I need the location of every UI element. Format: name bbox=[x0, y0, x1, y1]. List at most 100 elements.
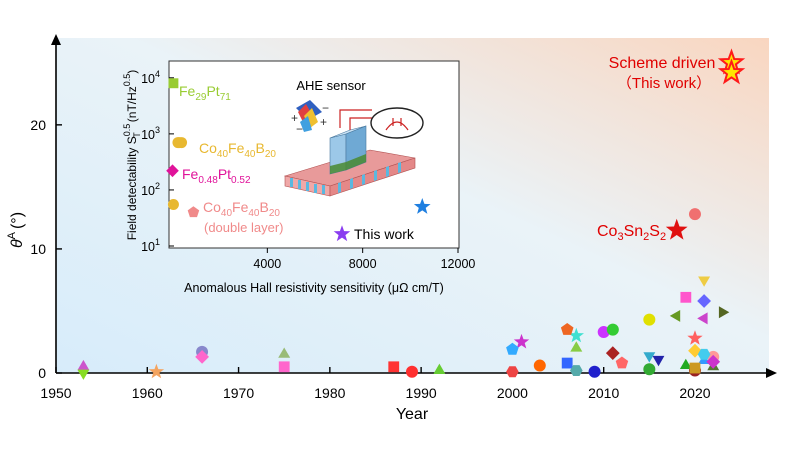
main-markers bbox=[77, 48, 746, 380]
sensor-field-arrows bbox=[385, 118, 409, 131]
main-y-tick-label: 0 bbox=[38, 365, 46, 381]
inset-data-point bbox=[413, 198, 431, 214]
sensor-field-ellipse bbox=[370, 107, 424, 139]
main-data-point bbox=[513, 333, 530, 349]
main-data-point bbox=[697, 312, 708, 325]
main-data-point bbox=[697, 348, 711, 360]
main-data-point bbox=[698, 276, 711, 287]
main-x-tick-label: 1980 bbox=[314, 385, 345, 401]
sensor-minus-right: − bbox=[322, 101, 329, 115]
svg-text:Field detectability S0.5T(nT/H: Field detectability S0.5T(nT/Hz0.5) bbox=[122, 70, 142, 241]
main-data-point bbox=[665, 218, 688, 240]
sensor-magnetization-sketch bbox=[296, 100, 322, 132]
main-data-point bbox=[570, 365, 583, 376]
main-data-point bbox=[689, 362, 701, 374]
main-data-point bbox=[643, 363, 656, 376]
main-x-tick-label: 2000 bbox=[497, 385, 528, 401]
main-data-point bbox=[643, 313, 656, 326]
main-data-point bbox=[615, 356, 629, 369]
inset-y-tick-label: 104 bbox=[141, 69, 160, 86]
inset-y-tick-label: 101 bbox=[141, 237, 160, 254]
main-y-tick-label: 10 bbox=[30, 241, 46, 257]
svg-text:θA(°): θA(°) bbox=[6, 212, 26, 248]
inset-data-point bbox=[187, 206, 200, 218]
inset-label-fept: Fe0.48Pt0.52 bbox=[182, 166, 251, 186]
main-x-tick-label: 1990 bbox=[406, 385, 437, 401]
main-y-ticks: 0 10 20 bbox=[30, 117, 62, 381]
main-data-point bbox=[406, 365, 418, 378]
main-x-tick-label: 2010 bbox=[588, 385, 619, 401]
main-data-point bbox=[77, 359, 90, 371]
main-y-axis-label: θA(°) bbox=[6, 212, 26, 248]
annotation-this-work-paren: （This work） bbox=[617, 75, 711, 92]
sensor-plus-right: + bbox=[320, 115, 327, 129]
main-data-point bbox=[697, 294, 711, 308]
main-data-point bbox=[506, 366, 519, 378]
sensor-minus-left: − bbox=[296, 122, 303, 136]
inset-x-tick-label: 4000 bbox=[253, 257, 281, 271]
main-data-point bbox=[718, 306, 730, 319]
main-x-tick-label: 1960 bbox=[132, 385, 163, 401]
sensor-wire-2 bbox=[339, 109, 372, 128]
main-data-point bbox=[706, 354, 721, 369]
main-data-point bbox=[278, 361, 290, 373]
inset-illustration-title: AHE sensor bbox=[296, 78, 366, 93]
main-x-tick-label: 1970 bbox=[223, 385, 254, 401]
main-data-point bbox=[533, 359, 546, 372]
inset-markers bbox=[166, 78, 431, 218]
main-x-tick-label: 2020 bbox=[679, 385, 710, 401]
inset-label-double-layer: (double layer) bbox=[204, 220, 284, 235]
main-data-point bbox=[195, 350, 209, 364]
main-y-tick-label: 20 bbox=[30, 117, 46, 133]
main-data-point bbox=[568, 327, 584, 343]
inset-legend-text: This work bbox=[354, 226, 415, 242]
main-x-axis-arrow bbox=[766, 368, 777, 378]
main-data-point bbox=[597, 326, 610, 339]
main-data-point bbox=[561, 357, 573, 369]
inset-label-fe29pt71: Fe29Pt71 bbox=[179, 83, 231, 103]
main-data-point bbox=[77, 369, 90, 380]
inset-legend-star bbox=[333, 225, 351, 242]
main-data-point bbox=[560, 323, 574, 335]
main-data-point bbox=[687, 330, 703, 345]
inset-x-axis-label: Anomalous Hall resistivity sensitivity (… bbox=[184, 281, 444, 295]
inset-legend-star-marker bbox=[333, 225, 351, 242]
sensor-plus-left: + bbox=[291, 111, 298, 125]
inset-x-ticks: 4000 8000 12000 bbox=[253, 248, 475, 271]
inset-label-cofeb-1: Co40Fe40B20 bbox=[199, 140, 276, 160]
annotation-co3sn2s2: Co3Sn2S2 bbox=[597, 223, 666, 243]
main-data-point bbox=[606, 323, 619, 336]
inset-y-ticks: 101 102 103 104 bbox=[141, 69, 174, 254]
sensor-stripes bbox=[290, 162, 401, 194]
main-y-axis-arrow bbox=[51, 34, 61, 45]
main-data-point bbox=[388, 361, 400, 373]
main-data-point bbox=[652, 355, 665, 367]
main-data-point bbox=[643, 352, 656, 363]
main-data-point bbox=[570, 341, 583, 352]
inset-legend: This work bbox=[333, 225, 415, 242]
main-data-point bbox=[688, 208, 701, 221]
main-data-point bbox=[433, 363, 446, 374]
main-data-point bbox=[148, 363, 165, 379]
main-data-point bbox=[680, 291, 692, 303]
main-data-point bbox=[278, 347, 291, 358]
main-x-ticks: 1950 1960 1970 1980 1990 2000 2010 2020 bbox=[40, 367, 711, 401]
inset-data-point bbox=[166, 164, 179, 178]
inset-y-tick-label: 102 bbox=[141, 181, 160, 198]
main-data-point bbox=[605, 346, 620, 360]
main-data-point bbox=[669, 310, 681, 322]
inset-y-axis-label: Field detectability S0.5T(nT/Hz0.5) bbox=[122, 70, 142, 241]
inset-data-point bbox=[176, 137, 188, 149]
inset-y-tick-label: 103 bbox=[141, 125, 160, 142]
main-data-point bbox=[506, 342, 519, 355]
main-data-point bbox=[717, 58, 746, 85]
main-data-point bbox=[679, 358, 692, 369]
inset-chart: 4000 8000 12000 101 102 103 104 Anomalous Hal… bbox=[122, 60, 475, 295]
ahe-sensor-illustration: + − − + bbox=[283, 100, 424, 197]
annotation-scheme-driven: Scheme driven bbox=[609, 55, 716, 72]
inset-data-point bbox=[167, 198, 179, 210]
sensor-wire-1 bbox=[349, 117, 372, 130]
main-x-axis-label: Year bbox=[396, 406, 429, 423]
